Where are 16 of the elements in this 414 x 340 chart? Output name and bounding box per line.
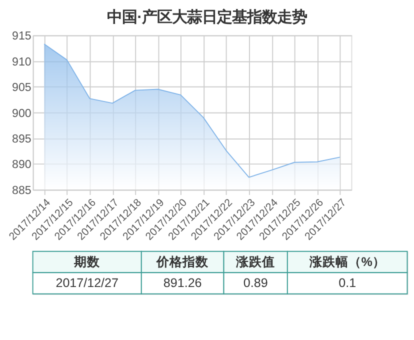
chart-title: 中国·产区大蒜日定基指数走势 <box>107 8 308 26</box>
text: 0.1 <box>338 276 356 290</box>
y-tick-label: 915 <box>12 30 32 43</box>
y-tick-label: 900 <box>12 108 32 120</box>
text: 价格指数 <box>156 254 210 269</box>
text: 涨跌幅（%） <box>308 254 386 269</box>
text: 0.89 <box>243 276 268 290</box>
text: 期数 <box>73 254 102 269</box>
y-tick-label: 895 <box>12 134 32 146</box>
text: 涨跌值 <box>235 254 276 269</box>
y-tick-label: 910 <box>12 56 32 68</box>
y-tick-label: 905 <box>12 82 32 94</box>
y-tick-label: 890 <box>12 159 32 172</box>
text: 2017/12/27 <box>56 276 118 290</box>
text: 891.26 <box>163 276 202 290</box>
y-tick-label: 885 <box>12 184 32 197</box>
